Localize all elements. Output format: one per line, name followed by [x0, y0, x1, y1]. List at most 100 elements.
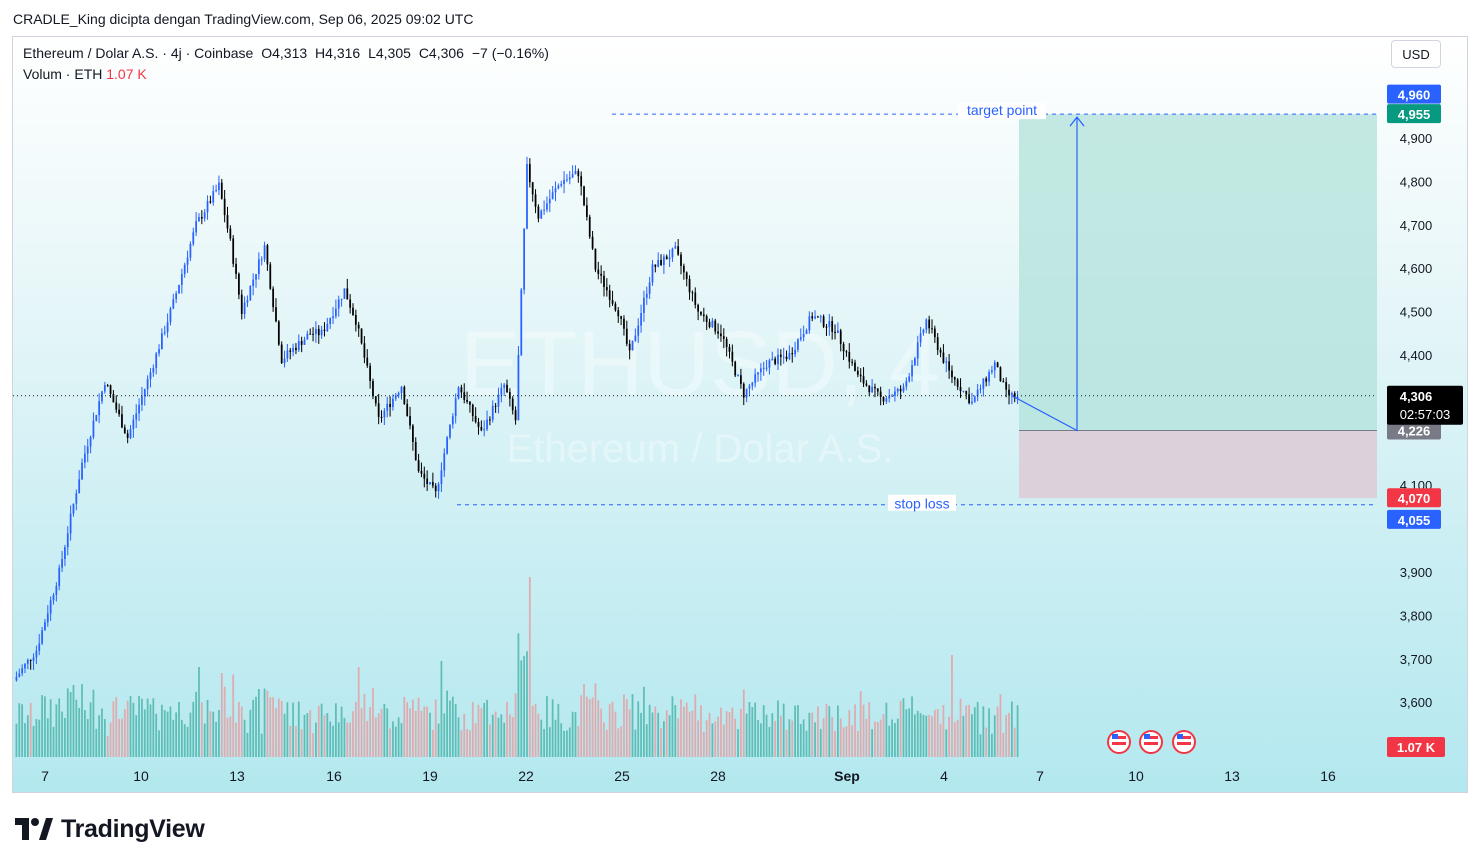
price-tag-stop-bg [1387, 509, 1441, 529]
candle [968, 394, 970, 404]
volume-bar [762, 705, 765, 757]
volume-bar [991, 733, 993, 757]
candle [300, 341, 303, 345]
volume-bar [423, 706, 426, 757]
candle [768, 360, 771, 368]
candle [560, 184, 563, 186]
candle [925, 319, 928, 330]
candle [623, 318, 625, 329]
candle [700, 311, 702, 315]
volume-bar [856, 730, 859, 757]
candle [597, 269, 600, 274]
volume-bar [839, 718, 842, 757]
candle [406, 403, 409, 416]
volume-bar [705, 720, 708, 757]
volume-bar [1013, 727, 1016, 757]
volume-bar [894, 723, 896, 757]
open-value: O4,313 [261, 45, 308, 61]
candle [506, 384, 508, 393]
x-tick-label: 10 [133, 768, 149, 784]
volume-bar [69, 692, 72, 757]
volume-bar [235, 722, 237, 757]
volume-bar [677, 718, 680, 757]
candle [985, 378, 988, 382]
candle [323, 329, 326, 332]
high-value: H4,316 [315, 45, 361, 61]
volume-bar [517, 633, 520, 757]
candle [600, 273, 603, 276]
price-tag-target-high-bg [1387, 84, 1441, 104]
candle [714, 320, 717, 332]
volume-bar [708, 712, 711, 757]
candle [680, 254, 682, 266]
candle [169, 308, 172, 323]
volume-bar [303, 714, 306, 757]
candle [899, 388, 902, 392]
volume-bar [551, 699, 554, 757]
volume-bar [232, 674, 235, 757]
tradingview-logo[interactable]: TradingView [15, 815, 205, 844]
candle [118, 409, 120, 415]
candle [340, 298, 343, 300]
volume-bar [260, 733, 263, 757]
volume-bar [337, 722, 340, 757]
candle [834, 331, 836, 334]
volume-bar [543, 728, 545, 757]
flag-stripe [1144, 736, 1158, 739]
volume-bar [908, 708, 911, 757]
candle [431, 482, 434, 486]
candle [446, 437, 449, 454]
volume-bar [286, 702, 289, 757]
flag-stripe [1112, 742, 1126, 745]
volume-bar [400, 723, 403, 757]
volume-bar [178, 701, 180, 757]
candle [965, 390, 968, 395]
symbol-label[interactable]: Ethereum / Dolar A.S. · 4j · Coinbase [23, 45, 254, 61]
candle [802, 333, 805, 338]
legend-volume: Volum · ETH 1.07 K [23, 66, 147, 82]
candle [503, 384, 506, 388]
volume-bar [246, 732, 249, 757]
volume-bar [24, 723, 26, 757]
candle [352, 307, 354, 316]
candle [457, 387, 460, 399]
candle [882, 396, 885, 402]
volume-bar [971, 714, 973, 757]
volume-bar [372, 688, 374, 757]
price-tag-entry: 4,226 [1398, 424, 1431, 439]
x-tick-label: 13 [229, 768, 245, 784]
candle [625, 328, 628, 344]
volume-bar [280, 701, 283, 757]
candle [75, 493, 78, 504]
candle [993, 362, 996, 371]
candle [306, 333, 309, 340]
candle [799, 337, 802, 340]
volume-bar [848, 710, 851, 757]
candle [779, 354, 782, 357]
candle [557, 185, 560, 189]
candle [180, 274, 183, 286]
volume-bar [956, 719, 959, 757]
volume-bar [491, 714, 494, 757]
candle [665, 256, 668, 260]
volume-bar [469, 730, 471, 757]
candle [346, 288, 349, 300]
candle [269, 264, 272, 289]
volume-bar [851, 725, 854, 757]
candle [717, 331, 719, 334]
volume-bar [976, 701, 979, 757]
candle [252, 279, 255, 287]
candle [999, 367, 1002, 382]
candle [206, 201, 209, 213]
candle [86, 446, 89, 454]
volume-bar [634, 729, 637, 757]
candle [794, 349, 796, 355]
volume-bar [183, 724, 186, 757]
currency-button[interactable]: USD [1391, 40, 1441, 68]
volume-bar [29, 702, 32, 757]
candle [631, 340, 634, 351]
volume-label[interactable]: Volum · ETH [23, 66, 103, 82]
candle [449, 424, 451, 438]
volume-bar [828, 706, 831, 757]
